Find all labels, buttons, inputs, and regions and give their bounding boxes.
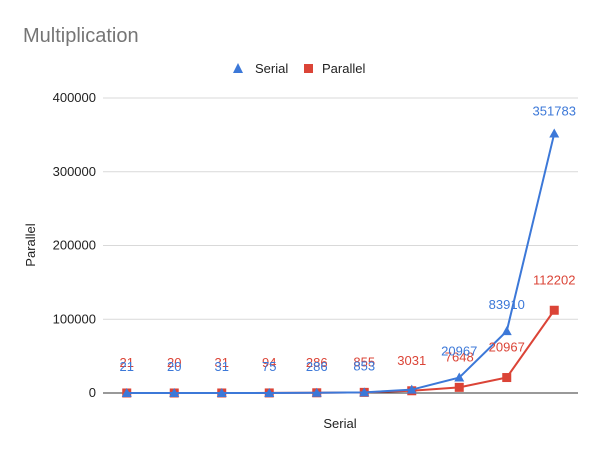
data-label-parallel: 112202 <box>533 272 575 287</box>
data-label-parallel: 855 <box>353 354 375 369</box>
data-point-serial <box>549 128 560 138</box>
data-label-serial: 20967 <box>441 344 477 359</box>
legend-marker-serial <box>233 63 243 73</box>
data-label-serial: 20 <box>167 359 181 374</box>
data-point-serial <box>169 387 180 397</box>
chart-title: Multiplication <box>23 25 139 47</box>
gridlines <box>103 97 578 320</box>
data-label-serial: 83910 <box>489 297 525 312</box>
data-label-serial: 853 <box>353 358 375 373</box>
legend: Serial Parallel <box>233 61 365 76</box>
data-label-serial: 286 <box>306 359 328 374</box>
data-label-serial: 351783 <box>533 104 576 119</box>
data-label-parallel: 286 <box>306 355 328 370</box>
data-label-parallel: 94 <box>262 355 276 370</box>
y-tick-label: 100000 <box>53 311 96 326</box>
data-point-parallel <box>454 382 464 392</box>
legend-label-serial: Serial <box>255 61 288 76</box>
data-point-parallel <box>549 305 559 315</box>
x-axis-title: Serial <box>323 416 356 431</box>
data-label-parallel: 20967 <box>489 340 525 355</box>
data-label-parallel: 20 <box>167 355 181 370</box>
data-point-serial <box>264 387 275 397</box>
y-tick-label: 200000 <box>53 238 96 253</box>
data-point-serial <box>216 387 227 397</box>
data-point-serial <box>121 387 132 397</box>
legend-marker-parallel <box>304 64 313 73</box>
data-point-serial <box>311 387 322 397</box>
legend-label-parallel: Parallel <box>322 61 365 76</box>
data-point-serial <box>454 372 465 382</box>
y-axis-title: Parallel <box>23 223 38 266</box>
data-point-serial <box>406 384 417 394</box>
data-point-parallel <box>502 373 512 383</box>
data-label-serial: 21 <box>120 359 134 374</box>
y-axis-ticks: 0 100000 200000 300000 400000 <box>53 90 96 400</box>
series-line-serial <box>126 133 556 394</box>
y-tick-label: 400000 <box>53 90 96 105</box>
y-tick-label: 0 <box>89 385 96 400</box>
data-label-parallel: 31 <box>215 355 229 370</box>
data-label-parallel: 21 <box>120 355 134 370</box>
data-point-serial <box>359 387 370 397</box>
data-label-parallel: 3031 <box>397 353 426 368</box>
data-label-serial: 31 <box>215 359 229 374</box>
data-label-serial: 75 <box>262 359 276 374</box>
data-label-parallel: 7648 <box>445 349 474 364</box>
data-point-serial <box>501 326 512 336</box>
series-layer <box>121 128 560 398</box>
y-tick-label: 300000 <box>53 164 96 179</box>
